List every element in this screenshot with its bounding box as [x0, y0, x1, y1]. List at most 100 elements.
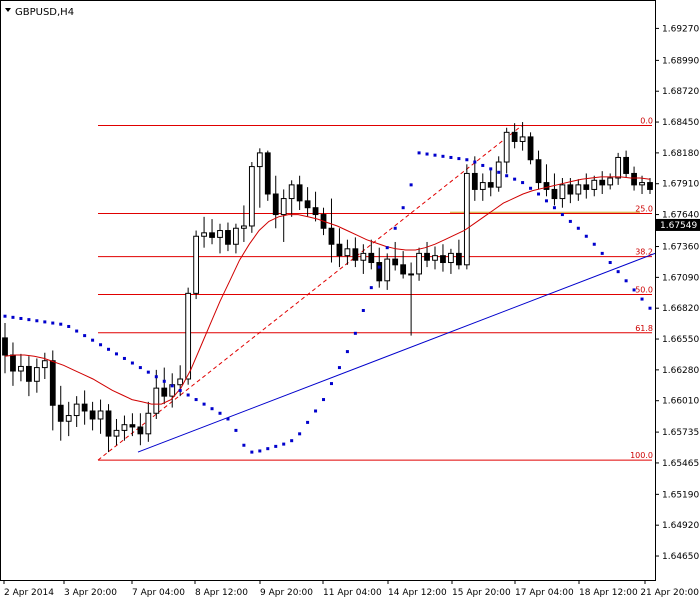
- candle-body: [272, 193, 279, 216]
- candle-body: [41, 360, 48, 369]
- candle-body: [2, 337, 8, 356]
- candle-body: [153, 387, 160, 414]
- sar-dot: [130, 361, 134, 365]
- candle-body: [97, 410, 104, 420]
- sar-dot: [91, 338, 95, 342]
- sar-dot: [393, 226, 397, 230]
- sar-dot: [409, 183, 413, 187]
- candle-body: [113, 429, 120, 437]
- sar-dot: [322, 398, 326, 402]
- x-tick-label: 21 Apr 20:00: [640, 588, 699, 598]
- sar-dot: [544, 199, 548, 203]
- candle-body: [511, 131, 518, 142]
- sar-dot: [425, 152, 429, 156]
- sar-dot: [242, 443, 246, 447]
- sar-dot: [608, 261, 612, 265]
- sar-dot: [178, 388, 182, 392]
- sar-dot: [592, 242, 596, 246]
- collapse-arrow-icon: [5, 8, 11, 12]
- fib-level-label: 0.0: [640, 116, 653, 125]
- candle-body: [647, 182, 653, 190]
- candle-body: [225, 230, 231, 245]
- fib-level-label: 38.2: [635, 248, 653, 257]
- parabolic-sar-layer: [3, 151, 652, 454]
- candle-body: [400, 264, 407, 275]
- sar-dot: [114, 352, 118, 356]
- sar-dot: [67, 324, 71, 328]
- sar-dot: [640, 297, 644, 301]
- sar-dot: [107, 347, 111, 351]
- sar-dot: [600, 251, 604, 255]
- sar-dot: [648, 306, 652, 310]
- candle-body: [376, 262, 383, 282]
- candle-body: [639, 182, 645, 186]
- sar-dot: [353, 331, 357, 335]
- candle-body: [479, 182, 486, 190]
- candle-body: [440, 255, 446, 264]
- candle-body: [623, 156, 630, 174]
- sar-dot: [59, 322, 63, 326]
- candle-body: [280, 198, 287, 216]
- x-tick-label: 3 Apr 20:00: [64, 588, 117, 598]
- y-tick-label: 1.66820: [662, 304, 699, 314]
- candle-body: [73, 403, 80, 417]
- candle-body: [256, 152, 263, 168]
- sar-dot: [449, 155, 453, 159]
- y-tick-label: 1.66010: [662, 397, 699, 407]
- candle-body: [471, 172, 478, 190]
- y-tick-label: 1.67910: [662, 180, 699, 190]
- candle-body: [296, 184, 303, 202]
- candle-body: [312, 207, 319, 216]
- sar-dot: [210, 407, 214, 411]
- y-tick-label: 1.69270: [662, 24, 699, 34]
- sar-dot: [75, 329, 79, 333]
- candle-body: [89, 410, 96, 420]
- sar-dot: [99, 343, 103, 347]
- candle-body: [607, 177, 614, 186]
- sar-dot: [122, 356, 126, 360]
- candle-body: [448, 252, 454, 264]
- candle-body: [575, 184, 582, 195]
- candle-body: [209, 232, 215, 238]
- sar-dot: [465, 158, 469, 162]
- sar-dot: [3, 314, 7, 318]
- candle-body: [495, 161, 502, 188]
- fib-diagonal-line: [97, 125, 523, 461]
- title-group: GBPUSD,H4: [5, 7, 74, 18]
- candle-body: [416, 252, 422, 275]
- chart-title: GBPUSD,H4: [15, 7, 74, 18]
- candle-body: [599, 179, 606, 186]
- candle-body: [26, 365, 32, 382]
- candle-body: [591, 179, 598, 190]
- candle-body: [336, 243, 343, 257]
- sar-dot: [202, 402, 206, 406]
- sar-dot: [170, 384, 174, 388]
- sar-dot: [83, 334, 87, 338]
- sar-dot: [481, 163, 485, 167]
- sar-dot: [194, 398, 198, 402]
- sar-dot: [266, 447, 270, 451]
- sar-dot: [361, 308, 365, 312]
- x-tick-label: 7 Apr 04:00: [132, 588, 185, 598]
- sar-dot: [433, 153, 437, 157]
- sar-dot: [51, 321, 55, 325]
- sar-dot: [290, 439, 294, 443]
- sar-dot: [632, 288, 636, 292]
- candle-body: [368, 252, 375, 264]
- x-tick-label: 14 Apr 12:00: [388, 588, 447, 598]
- sar-dot: [441, 154, 445, 158]
- candle-body: [201, 232, 207, 237]
- candle-body: [81, 403, 88, 412]
- candle-body: [161, 387, 168, 397]
- sar-dot: [43, 320, 47, 324]
- sar-dot: [186, 393, 190, 397]
- x-tick-label: 9 Apr 20:00: [260, 588, 313, 598]
- sar-dot: [576, 226, 580, 230]
- candle-body: [49, 360, 56, 406]
- y-tick-label: 1.65190: [662, 490, 699, 500]
- sar-dot: [568, 219, 572, 223]
- candle-body: [328, 227, 335, 245]
- sar-dot: [154, 375, 158, 379]
- candle-body: [241, 225, 247, 229]
- fibonacci-layer: 0.0 25.0 38.2 50.0 61.8 100.0: [97, 116, 653, 461]
